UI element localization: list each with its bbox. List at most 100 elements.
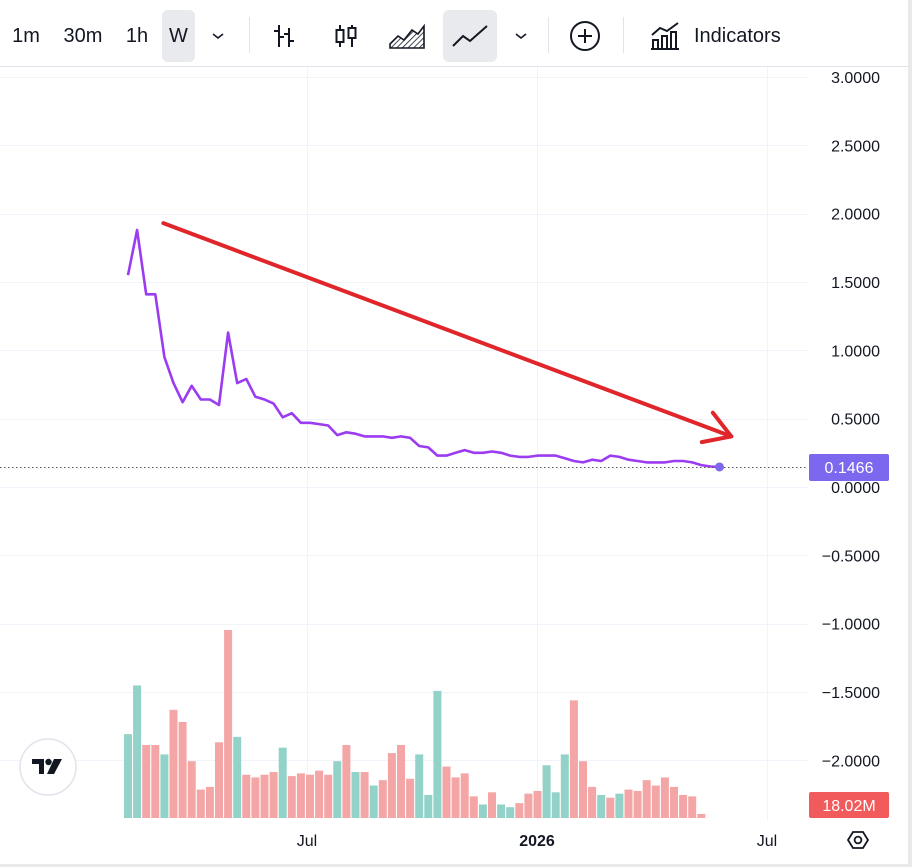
volume-bar xyxy=(488,792,496,818)
volume-bar xyxy=(169,709,178,818)
volume-bar xyxy=(478,804,487,818)
volume-bar xyxy=(387,753,396,818)
volume-bar xyxy=(333,761,342,818)
volume-bar xyxy=(160,754,169,818)
volume-bar xyxy=(497,804,506,818)
volume-bar xyxy=(278,747,287,818)
indicators-icon xyxy=(651,22,679,50)
candle-chart-button[interactable] xyxy=(324,10,368,62)
volume-bar xyxy=(215,742,223,818)
price-tick-label: −1.5000 xyxy=(822,685,880,702)
plus-circle-icon xyxy=(570,21,600,51)
price-tick-label: 1.0000 xyxy=(831,343,880,360)
volume-bar xyxy=(670,786,678,818)
volume-bar xyxy=(260,774,269,818)
volume-bar xyxy=(533,790,542,818)
volume-bar xyxy=(597,795,606,818)
price-tick-label: −2.0000 xyxy=(822,753,880,770)
volume-bar xyxy=(269,772,278,818)
volume-bar xyxy=(588,786,597,818)
volume-bar xyxy=(360,772,369,818)
chevron-down-icon xyxy=(212,33,224,40)
volume-bar xyxy=(569,700,578,818)
price-tick-label: 2.0000 xyxy=(831,207,880,224)
volume-bar xyxy=(196,789,205,818)
interval-w-button[interactable]: W xyxy=(162,10,195,62)
volume-bar xyxy=(378,780,387,818)
time-axis[interactable]: Jul 2026 Jul xyxy=(297,833,777,850)
volume-bar xyxy=(187,761,196,818)
interval-1m-button[interactable]: 1m xyxy=(4,10,48,62)
time-tick-label: Jul xyxy=(297,833,317,850)
volume-bar xyxy=(506,807,515,818)
toolbar-divider xyxy=(623,17,624,53)
volume-bars xyxy=(124,630,706,818)
top-toolbar: 1m 30m 1h W xyxy=(0,0,908,67)
volume-bar xyxy=(315,770,324,818)
volume-bar xyxy=(633,790,642,818)
bar-chart-button[interactable] xyxy=(262,10,306,62)
volume-bar xyxy=(406,778,415,818)
price-badge: 0.1466 xyxy=(809,453,889,481)
toolbar-divider xyxy=(548,17,549,53)
trend-arrow-annotation xyxy=(161,221,734,445)
volume-bar xyxy=(242,774,251,818)
volume-bar xyxy=(688,796,697,818)
volume-bar xyxy=(233,736,242,818)
price-tick-label: 0.0000 xyxy=(831,480,880,497)
line-chart-button[interactable] xyxy=(443,10,497,62)
volume-bar xyxy=(351,772,360,818)
volume-bar xyxy=(460,773,469,818)
price-tick-label: 1.5000 xyxy=(831,275,880,292)
volume-bar xyxy=(642,780,651,818)
volume-bar xyxy=(560,754,569,818)
tradingview-logo[interactable] xyxy=(19,738,77,796)
volume-bar xyxy=(524,793,533,818)
volume-bar xyxy=(224,630,233,818)
last-volume-label: 18.02M xyxy=(822,798,875,815)
volume-bar xyxy=(442,766,451,818)
frame-border-bottom xyxy=(0,864,912,867)
volume-bar xyxy=(124,734,132,818)
price-axis[interactable]: 3.0000 2.5000 2.0000 1.5000 1.0000 0.5000 0.00… xyxy=(822,70,880,771)
interval-1h-button[interactable]: 1h xyxy=(117,10,157,62)
chart-type-dropdown-button[interactable] xyxy=(503,10,539,62)
volume-bar xyxy=(342,744,351,818)
bars-icon xyxy=(274,25,294,47)
arrow-shaft xyxy=(161,221,734,439)
volume-bar xyxy=(296,773,305,818)
time-tick-label: 2026 xyxy=(519,833,555,850)
interval-w-label: W xyxy=(169,24,188,47)
volume-bar xyxy=(579,761,587,818)
auto-scale-icon[interactable] xyxy=(846,831,870,849)
compare-button[interactable] xyxy=(563,10,607,62)
volume-bar xyxy=(469,796,478,818)
interval-1h-label: 1h xyxy=(125,24,149,47)
time-tick-label: Jul xyxy=(757,833,777,850)
volume-bar xyxy=(433,690,442,818)
toolbar-divider xyxy=(249,17,250,53)
volume-bar xyxy=(606,797,615,818)
area-chart-button[interactable] xyxy=(384,10,430,62)
volume-bar xyxy=(451,777,460,818)
volume-bar xyxy=(369,785,378,818)
volume-bar xyxy=(397,744,405,818)
price-line xyxy=(126,228,720,469)
price-tick-label: 0.5000 xyxy=(831,412,880,429)
volume-bar xyxy=(178,721,187,818)
volume-bar xyxy=(306,774,314,818)
interval-1m-label: 1m xyxy=(12,24,40,47)
volume-bar xyxy=(515,803,524,818)
volume-bar xyxy=(697,813,706,818)
volume-bar xyxy=(324,774,333,818)
volume-bar xyxy=(542,765,551,818)
interval-30m-label: 30m xyxy=(63,24,103,47)
chevron-down-icon xyxy=(515,33,527,40)
indicators-button[interactable]: Indicators xyxy=(640,10,800,62)
price-tick-label: −1.0000 xyxy=(822,617,880,634)
interval-dropdown-button[interactable] xyxy=(200,10,236,62)
volume-bar xyxy=(142,744,151,818)
last-price-label: 0.1466 xyxy=(825,460,874,477)
interval-30m-button[interactable]: 30m xyxy=(56,10,110,62)
